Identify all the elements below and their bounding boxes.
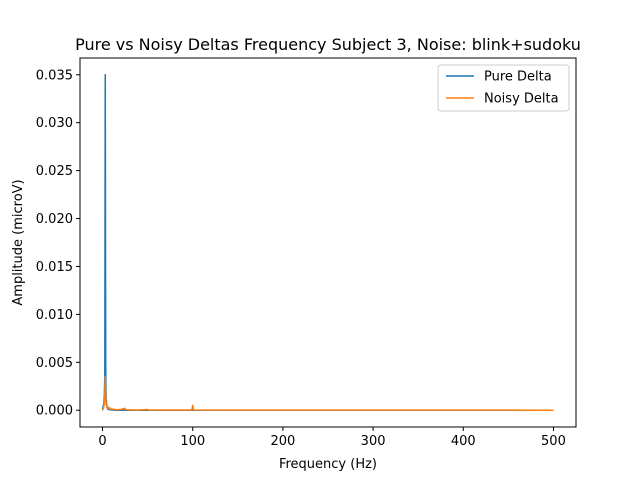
x-tick-label: 400 [451,434,476,449]
y-tick-label: 0.030 [36,116,73,131]
legend-label: Pure Delta [484,70,552,85]
x-tick-label: 300 [361,434,386,449]
plot-frame [79,57,577,428]
legend-label: Noisy Delta [484,92,559,107]
y-tick-label: 0.035 [36,68,73,83]
y-tick-label: 0.025 [36,164,73,179]
y-tick-label: 0.000 [36,404,73,419]
legend: Pure Delta Noisy Delta [437,64,570,112]
y-axis: 0.000 0.005 0.010 0.015 0.020 0.025 0.030 0.035 [36,68,80,419]
y-tick-label: 0.020 [36,212,73,227]
y-tick-label: 0.015 [36,260,73,275]
y-axis-title: Amplitude (microV) [11,179,26,305]
x-tick-label: 100 [180,434,205,449]
chart-title: Pure vs Noisy Deltas Frequency Subject 3… [75,35,581,54]
y-tick-label: 0.005 [36,356,73,371]
series-line-noisy-delta [101,375,554,411]
y-tick-label: 0.010 [36,308,73,323]
series-layer [101,74,554,411]
x-tick-label: 500 [541,434,566,449]
x-axis: 0 100 200 300 400 500 [98,427,566,449]
x-tick-label: 0 [98,434,106,449]
x-tick-label: 200 [270,434,295,449]
x-axis-title: Frequency (Hz) [279,457,377,472]
series-line-pure-delta [101,74,554,411]
